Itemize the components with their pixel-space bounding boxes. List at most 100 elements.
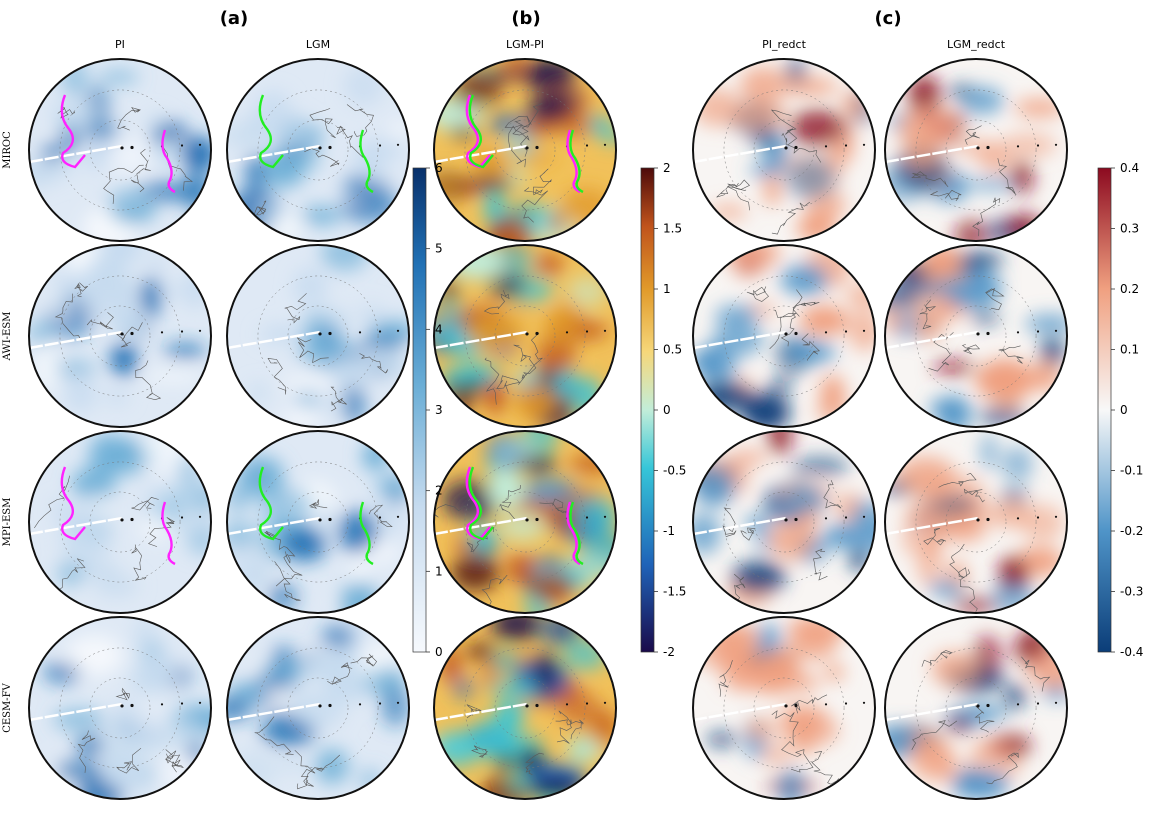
marker-dot	[120, 332, 124, 336]
field-blob	[825, 663, 844, 682]
marker-dot	[396, 515, 400, 518]
latitude-circle	[494, 305, 556, 367]
marker-dot	[824, 145, 828, 148]
field-blob	[767, 431, 793, 455]
field-blob	[563, 638, 607, 671]
field-blob	[146, 253, 165, 276]
marker-dot	[986, 145, 990, 150]
map-cell	[693, 431, 875, 613]
colorbar-tick-label: -0.1	[1120, 464, 1143, 478]
coastline	[769, 309, 797, 350]
coastline	[770, 109, 798, 146]
field-blob	[708, 622, 759, 656]
latitude-circle	[753, 491, 815, 553]
colorbar-tick-label: 0.3	[1120, 222, 1139, 236]
coastline	[434, 501, 478, 528]
field-blob	[1042, 683, 1067, 701]
coastline	[86, 312, 114, 330]
field-blob	[483, 665, 500, 690]
map-border	[884, 58, 1068, 242]
marker-dot	[535, 145, 539, 150]
marker-dot	[535, 331, 539, 336]
marker-dot	[1016, 145, 1020, 148]
latitude-circle	[257, 275, 379, 397]
map-cell	[693, 59, 875, 241]
marker-dot	[120, 704, 124, 708]
map-cell	[434, 431, 616, 613]
field-pattern	[42, 617, 211, 799]
field-blob	[293, 690, 345, 730]
field-blob	[953, 218, 989, 241]
field-pattern	[693, 431, 875, 608]
coastline	[115, 322, 143, 348]
field-blob	[64, 375, 97, 413]
map-border	[692, 244, 876, 428]
map-cell	[29, 431, 211, 613]
field-blob	[908, 74, 941, 118]
field-blob	[1014, 98, 1065, 118]
map-cell	[227, 431, 409, 613]
latitude-circle	[464, 275, 586, 397]
field-blob	[143, 370, 202, 383]
map-border	[433, 616, 617, 800]
colorbar-b: -2 -1.5 -1 -0.5 0 0.5 1 1.5 2	[640, 161, 686, 659]
map-border	[433, 58, 617, 242]
coastline	[923, 528, 947, 546]
map-border	[28, 244, 212, 428]
coastline	[504, 103, 543, 128]
map-border	[28, 430, 212, 614]
colorbar-tick-label: 2	[435, 484, 443, 498]
field-blob	[559, 691, 601, 728]
field-blob	[98, 70, 140, 84]
map-border	[28, 616, 212, 800]
coastline	[304, 148, 340, 167]
ice-sheet-contour	[566, 129, 581, 194]
marker-dot	[328, 331, 332, 336]
coastline	[471, 745, 488, 758]
coastline	[997, 158, 1017, 195]
map-cell	[434, 245, 616, 427]
coastline	[465, 574, 508, 613]
map-cell	[693, 617, 875, 799]
field-blob	[434, 730, 482, 768]
field-blob	[66, 635, 123, 676]
field-blob	[272, 757, 317, 771]
field-blob	[928, 580, 964, 597]
marker-dot	[180, 144, 184, 147]
field-blob	[450, 554, 500, 592]
coastline	[115, 687, 130, 701]
field-blob	[136, 435, 191, 452]
colorbar-tick-label: 1	[663, 282, 671, 296]
field-blob	[979, 144, 1013, 174]
field-blob	[60, 525, 112, 561]
marker-dot	[1036, 144, 1040, 147]
map-border	[884, 430, 1068, 614]
field-blob	[498, 512, 547, 542]
coastline	[484, 357, 500, 405]
field-blob	[451, 72, 502, 109]
marker-dot	[794, 517, 798, 522]
colorbar-tick-label: 0.5	[663, 343, 682, 357]
field-blob	[371, 318, 409, 343]
latitude-circle	[59, 89, 181, 211]
field-blob	[303, 315, 328, 353]
field-blob	[54, 760, 103, 781]
latitude-circle	[257, 647, 379, 769]
row-label-miroc: MIROC	[2, 131, 13, 169]
field-blob	[110, 342, 138, 376]
field-blob	[533, 569, 572, 606]
coastline	[780, 289, 803, 347]
field-blob	[42, 662, 81, 684]
coastline	[77, 730, 96, 773]
coastline	[959, 569, 978, 613]
colorbar-tick-label: -0.3	[1120, 585, 1143, 599]
field-blob	[885, 310, 902, 333]
coastline	[116, 747, 142, 774]
marker-dot	[862, 143, 866, 146]
map-cell	[693, 245, 875, 427]
latitude-circle	[257, 461, 379, 583]
field-blob	[300, 206, 342, 226]
map-border	[226, 616, 410, 800]
colorbar-a-gradient	[412, 167, 427, 653]
colorbar-tick-label: 6	[435, 161, 443, 175]
